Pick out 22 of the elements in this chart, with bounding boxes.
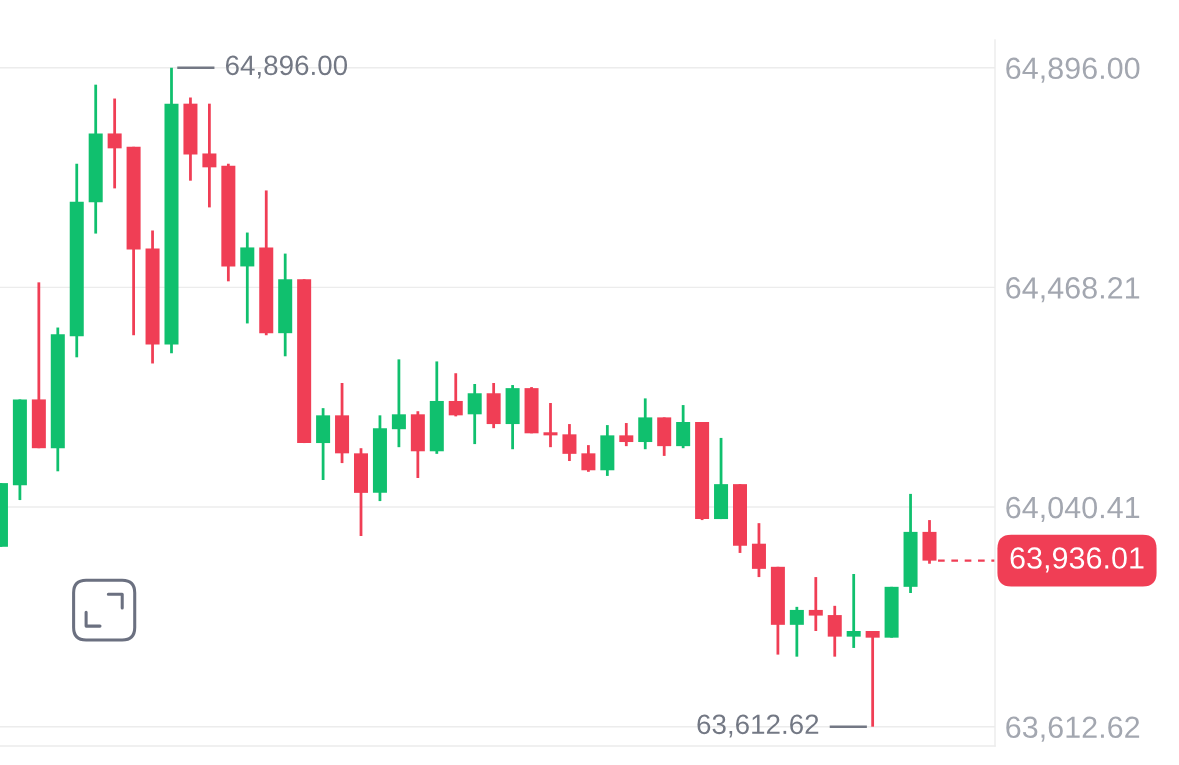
y-tick-label: 64,040.41 xyxy=(1006,496,1140,523)
candlestick xyxy=(846,572,861,650)
candlestick xyxy=(240,231,255,325)
candlestick xyxy=(581,443,596,474)
candlestick xyxy=(202,102,217,209)
candlestick xyxy=(827,604,842,659)
annotation: 64,896.00 xyxy=(225,55,348,79)
candlestick xyxy=(543,401,558,449)
candlestick xyxy=(107,97,122,190)
ref-line-label: 63,936.01 xyxy=(1010,547,1144,573)
candlestick xyxy=(619,421,634,448)
candlestick xyxy=(865,629,880,729)
candlestick xyxy=(789,605,804,659)
candlestick xyxy=(391,357,406,449)
candlestick xyxy=(808,575,823,633)
y-tick-label: 64,896.00 xyxy=(1006,57,1140,83)
y-tick-label: 64,468.21 xyxy=(1006,277,1140,303)
candlestick xyxy=(562,422,577,463)
annotation: 63,612.62 xyxy=(697,714,819,738)
candlestick xyxy=(448,371,463,418)
y-tick-label: 63,612.62 xyxy=(1006,716,1140,742)
candlestick xyxy=(467,382,482,446)
